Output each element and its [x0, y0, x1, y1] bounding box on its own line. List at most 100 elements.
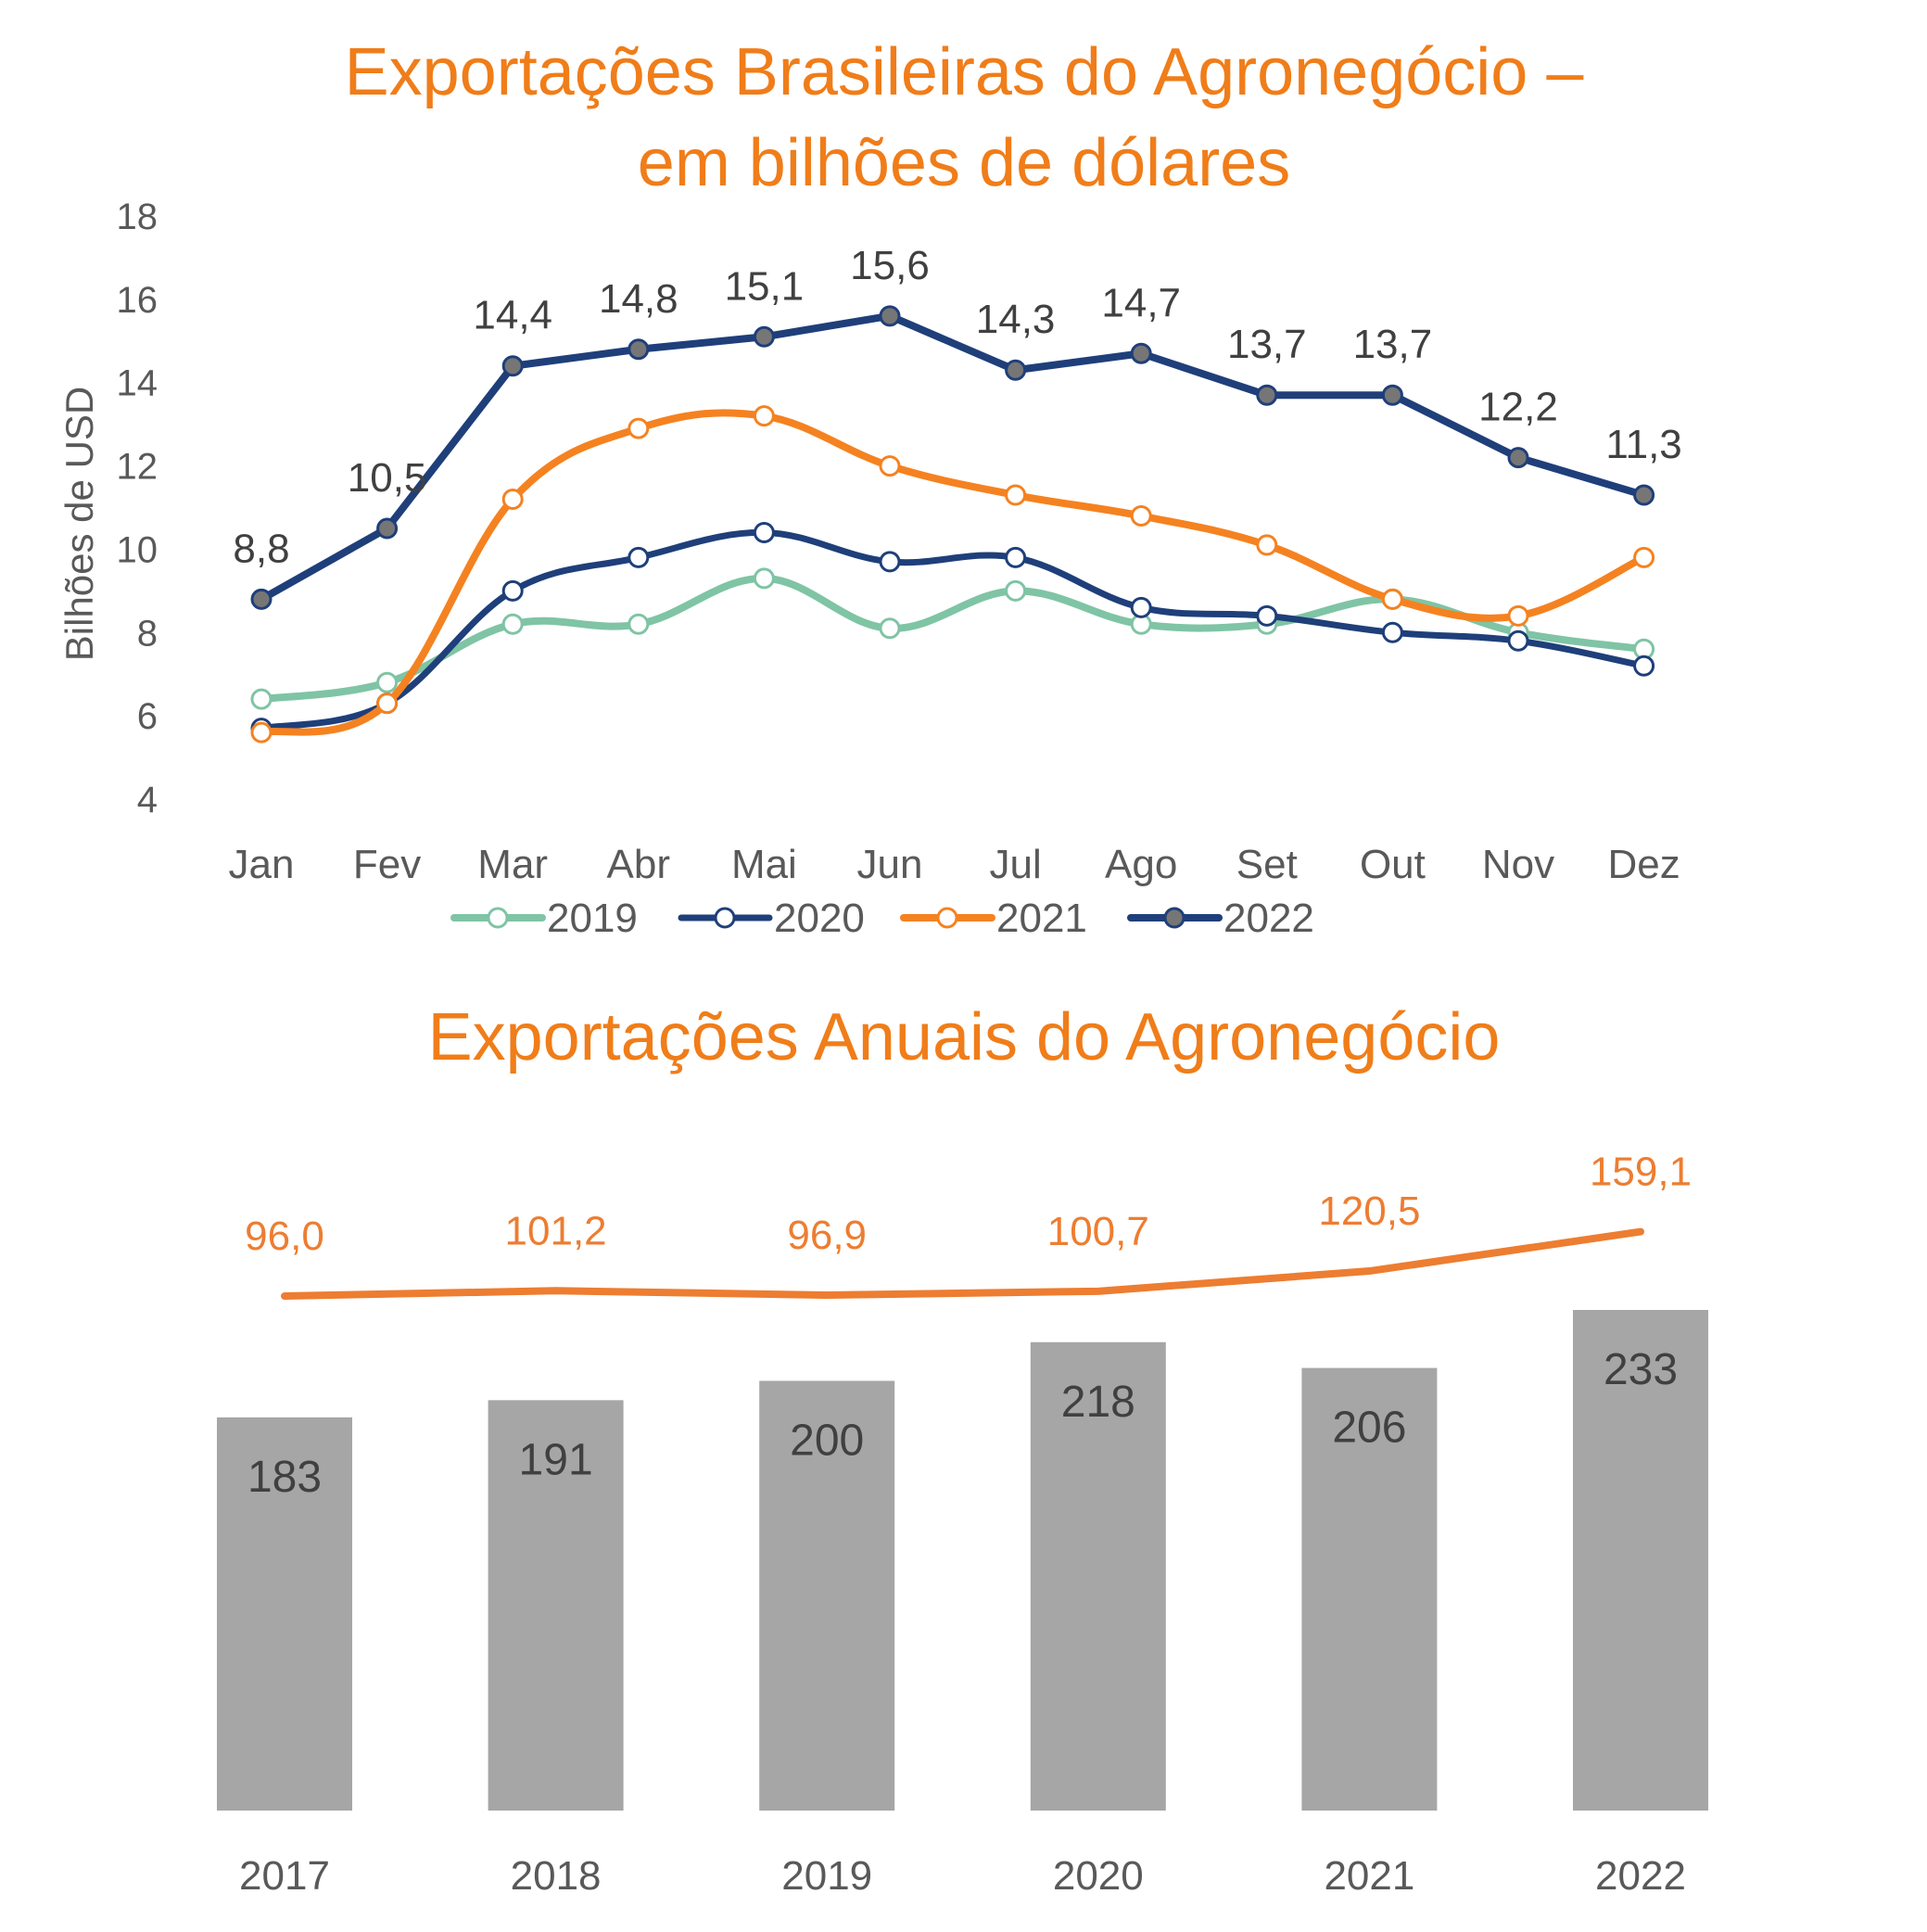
- x-tick-label: Jun: [857, 842, 923, 887]
- legend-marker-2020: [714, 907, 736, 929]
- bar-value-label: 233: [1604, 1345, 1678, 1394]
- legend-marker-2019: [487, 907, 509, 929]
- y-tick-label: 8: [137, 613, 158, 654]
- point-2019-mai: [753, 567, 775, 590]
- y-tick-label: 16: [117, 280, 158, 321]
- y-axis-title: Bilhões de USD: [57, 387, 101, 661]
- point-2021-abr: [628, 417, 650, 439]
- data-label-2022: 8,8: [233, 526, 289, 571]
- bar-value-label: 191: [519, 1435, 593, 1484]
- point-2022-out: [1381, 384, 1403, 406]
- x-tick-label: Nov: [1482, 842, 1554, 887]
- point-2020-ago: [1130, 596, 1152, 618]
- point-2021-fev: [376, 693, 399, 715]
- annual-line-label: 101,2: [505, 1208, 607, 1253]
- legend-label-2019: 2019: [547, 896, 638, 941]
- data-label-2022: 13,7: [1353, 322, 1433, 367]
- bar-2021: [1301, 1367, 1438, 1811]
- y-tick-label: 6: [137, 696, 158, 737]
- x-tick-label: Mai: [731, 842, 797, 887]
- y-tick-label: 4: [137, 780, 158, 820]
- point-2020-dez: [1633, 655, 1655, 677]
- annual-line-label: 100,7: [1047, 1209, 1149, 1254]
- point-2021-jun: [879, 455, 901, 477]
- x-tick-label-year: 2019: [781, 1853, 872, 1899]
- annual-line-label: 96,0: [245, 1214, 324, 1259]
- point-2022-nov: [1507, 447, 1529, 469]
- x-tick-label-year: 2021: [1324, 1853, 1414, 1899]
- bar-value-label: 183: [247, 1453, 322, 1502]
- point-2020-nov: [1507, 629, 1529, 652]
- data-label-2022: 12,2: [1478, 385, 1558, 430]
- point-2021-jul: [1005, 484, 1027, 506]
- point-2022-fev: [376, 517, 399, 540]
- legend-marker-2022: [1163, 907, 1185, 929]
- point-2021-ago: [1130, 504, 1152, 527]
- point-2022-jun: [879, 305, 901, 327]
- point-2022-mar: [501, 355, 524, 377]
- data-label-2022: 13,7: [1227, 322, 1307, 367]
- series-line-2021: [258, 409, 1648, 737]
- point-2021-mar: [501, 489, 524, 511]
- point-2021-nov: [1507, 604, 1529, 627]
- x-tick-label: Abr: [607, 842, 670, 887]
- x-tick-label: Jul: [989, 842, 1041, 887]
- series-line-2022: [258, 311, 1648, 604]
- point-2021-dez: [1633, 546, 1655, 568]
- legend-label-2022: 2022: [1223, 896, 1314, 941]
- bar-2022: [1573, 1310, 1708, 1811]
- point-2020-jun: [879, 551, 901, 573]
- point-2019-abr: [628, 613, 650, 635]
- point-2019-jul: [1005, 579, 1027, 602]
- x-tick-label: Out: [1360, 842, 1426, 887]
- point-2021-mai: [753, 405, 775, 427]
- data-label-2022: 14,4: [473, 293, 552, 338]
- point-2019-fev: [376, 671, 399, 693]
- annual-total-line: [281, 1227, 1644, 1300]
- point-2022-mai: [753, 325, 775, 348]
- data-label-2022: 14,3: [976, 297, 1056, 342]
- annual-line-label: 120,5: [1318, 1188, 1420, 1234]
- bar-2017: [217, 1417, 352, 1811]
- point-2019-mar: [501, 613, 524, 635]
- point-2020-mai: [753, 521, 775, 543]
- data-label-2022: 11,3: [1605, 422, 1681, 467]
- annual-line-label: 159,1: [1590, 1150, 1692, 1195]
- y-tick-label: 14: [117, 363, 158, 404]
- point-2022-set: [1256, 384, 1278, 406]
- y-tick-label: 10: [117, 529, 158, 570]
- line-chart-title-line2: em bilhões de dólares: [638, 126, 1290, 200]
- point-2022-dez: [1633, 484, 1655, 506]
- bar-value-label: 218: [1061, 1378, 1135, 1427]
- bar-chart-title: Exportações Anuais do Agronegócio: [428, 1000, 1501, 1074]
- series-line-2019: [258, 574, 1648, 704]
- legend-label-2021: 2021: [996, 896, 1087, 941]
- point-2020-set: [1256, 604, 1278, 627]
- y-tick-label: 12: [117, 447, 158, 488]
- bar-2018: [488, 1400, 624, 1811]
- data-label-2022: 15,1: [725, 263, 805, 309]
- x-tick-label: Mar: [477, 842, 548, 887]
- x-tick-label-year: 2022: [1595, 1853, 1686, 1899]
- point-2020-abr: [628, 546, 650, 568]
- point-2020-jul: [1005, 546, 1027, 568]
- x-tick-label: Jan: [229, 842, 295, 887]
- annual-line-label: 96,9: [787, 1213, 867, 1258]
- monthly-line-chart: 4 6 8 10 12 14 16 18 Jan Fev Mar Abr Mai Jun Jul Ago Set…: [117, 197, 1682, 887]
- line-chart-legend: 2019 2020 2021 2022: [450, 896, 1314, 941]
- line-chart-title-line1: Exportações Brasileiras do Agronegócio –: [345, 35, 1585, 109]
- point-2020-out: [1381, 621, 1403, 643]
- bar-2019: [759, 1380, 895, 1811]
- legend-label-2020: 2020: [774, 896, 865, 941]
- y-tick-label: 18: [117, 197, 158, 237]
- legend-marker-2021: [936, 907, 958, 929]
- point-2021-set: [1256, 534, 1278, 556]
- point-2021-jan: [250, 721, 273, 744]
- x-tick-label: Set: [1236, 842, 1298, 887]
- data-label-2022: 15,6: [850, 243, 930, 288]
- point-2022-abr: [628, 338, 650, 361]
- data-label-2022: 14,7: [1101, 280, 1181, 325]
- bar-2020: [1030, 1341, 1166, 1811]
